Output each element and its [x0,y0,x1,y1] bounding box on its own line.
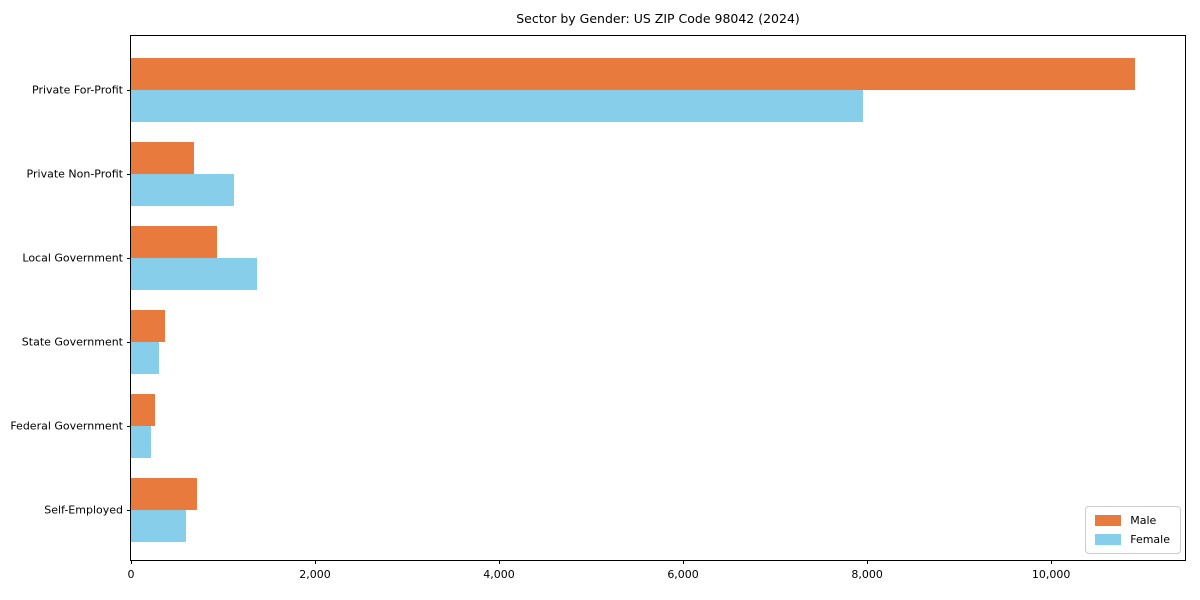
y-tick-mark [127,257,131,259]
y-tick-mark [127,425,131,427]
x-tick-label: 10,000 [1031,568,1071,581]
x-tick-label: 0 [127,568,135,581]
x-tick-mark [682,560,684,564]
legend-swatch-female [1095,534,1122,545]
y-tick-label: Private Non-Profit [26,167,123,181]
plot-area: Male Female Private For-Profit Private Non… [10,35,1186,581]
bar-female-self-employed [131,510,187,542]
y-tick-mark [127,509,131,511]
y-tick-mark [127,341,131,343]
x-tick-mark [131,560,132,564]
legend-entry-male: Male [1095,514,1170,527]
bar-male-federal-government [131,394,155,426]
legend: Male Female [1085,506,1181,554]
bar-male-local-government [131,226,218,258]
legend-label-male: Male [1130,514,1157,527]
x-tick-label: 4,000 [483,568,515,581]
bar-female-private-for-profit [131,90,864,122]
y-tick-label: State Government [21,335,123,349]
x-tick-label: 6,000 [667,568,699,581]
bar-male-self-employed [131,478,198,510]
y-tick-label: Self-Employed [44,503,123,517]
legend-label-female: Female [1130,533,1170,546]
bar-female-local-government [131,258,258,290]
x-tick-mark [498,560,500,564]
bar-female-private-non-profit [131,174,235,206]
x-tick-label: 8,000 [851,568,883,581]
y-tick-mark [127,89,131,91]
bar-female-federal-government [131,426,151,458]
y-tick-label: Private For-Profit [32,83,123,97]
x-tick-label: 2,000 [299,568,331,581]
x-tick-mark [314,560,316,564]
chart-title: Sector by Gender: US ZIP Code 98042 (202… [516,11,800,26]
bar-female-state-government [131,342,159,374]
x-tick-mark [866,560,868,564]
legend-entry-female: Female [1095,533,1170,546]
y-tick-label: Federal Government [10,419,123,433]
bar-male-private-for-profit [131,58,1135,90]
x-tick-mark [1050,560,1052,564]
bar-male-private-non-profit [131,142,195,174]
y-tick-mark [127,173,131,175]
bar-male-state-government [131,310,166,342]
y-tick-label: Local Government [22,251,123,265]
legend-swatch-male [1095,515,1122,526]
